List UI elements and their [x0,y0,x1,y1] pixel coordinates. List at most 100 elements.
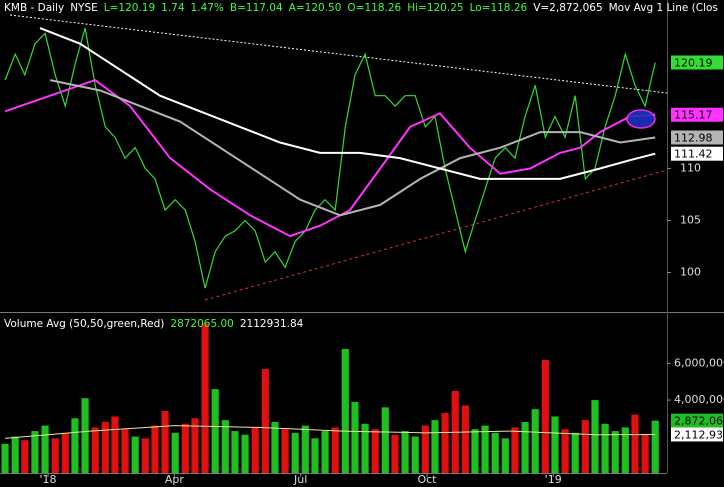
volume-bar [191,418,199,473]
volume-bar [581,420,589,473]
volume-bar [261,369,269,473]
highlight-marker [626,109,656,129]
volume-bar [111,416,119,473]
volume-bar [51,438,59,473]
volume-bar [91,427,99,473]
trend-line-lower [204,169,668,301]
volume-bar [611,431,619,473]
volume-bar [521,421,529,473]
last-average-label: 2,112,932 [674,428,724,441]
header-item: B=117.04 [230,2,283,14]
volume-bar [151,425,159,473]
volume-bar [541,359,549,473]
volume-bar [311,438,319,473]
volume-bar [511,427,519,473]
last-volume-label-box [671,413,723,428]
volume-bar [241,434,249,473]
last-value-label-box [671,146,723,161]
volume-bar [161,411,169,473]
x-tick-label: Jul [293,473,307,486]
volume-bar [551,416,559,473]
volume-bar [101,421,109,473]
volume-bar [41,425,49,473]
volume-bar [461,405,469,473]
volume-bar [491,432,499,473]
volume-bar [411,436,419,473]
volume-bar [181,423,189,473]
volume-bar [201,323,209,473]
header-item: A=120.50 [289,2,342,14]
volume-bar [221,420,229,473]
header-item: 2872065.00 [170,318,233,330]
x-tick-label: '18 [39,473,56,486]
volume-bar [421,425,429,473]
volume-bar [471,429,479,473]
volume-bar [441,412,449,473]
volume-bar [61,432,69,473]
volume-bar [571,432,579,473]
volume-bar [1,443,9,473]
last-volume-label: 2,872,065 [674,415,724,428]
header-item: L=120.19 [104,2,155,14]
header-item: 1.74 [161,2,185,14]
volume-bar [31,431,39,473]
price-header: KMB - Daily NYSE L=120.19 1.74 1.47% B=117.04… [4,2,718,14]
volume-bar [21,440,29,473]
header-item: Lo=118.26 [470,2,528,14]
volume-bar [211,389,219,473]
volume-bar [361,423,369,473]
header-item: O=118.26 [347,2,401,14]
volume-bar [11,436,19,473]
header-item: V=2,872,065 [533,2,602,14]
last-value-label-box [671,130,723,145]
header-item: Hi=120.25 [407,2,463,14]
volume-bar [431,420,439,473]
y-tick-label: 6,000,000 [674,357,724,370]
volume-bar [501,438,509,473]
x-tick-label: Oct [417,473,437,486]
x-tick-label: '19 [545,473,562,486]
volume-bar [81,398,89,473]
price-line [4,27,656,289]
header-item: Mov Avg 1 Line (Clos [609,2,718,14]
last-value-label-box [671,55,723,70]
last-average-label-box [671,427,723,442]
price-panel: 100 105 110 120.19 115.17 112.98 111.42 [4,27,723,289]
volume-bar [281,429,289,473]
price-line [4,78,656,238]
header-item: 2112931.84 [240,318,304,330]
price-line [39,27,656,180]
volume-bar [561,429,569,473]
volume-panel: 4,000,000 6,000,000 '18 Apr Jul Oct '19 2,872,0… [1,323,724,486]
header-item: 1.47% [191,2,224,14]
volume-bar [381,407,389,473]
volume-bar [401,431,409,473]
volume-bar [251,427,259,473]
volume-bar [121,429,129,473]
volume-bar [651,420,659,473]
y-tick-label: 4,000,000 [674,393,724,406]
y-tick-label: 105 [680,213,701,226]
volume-bar [591,400,599,473]
volume-bar [271,421,279,473]
volume-bar [71,418,79,473]
volume-bar [341,349,349,473]
y-tick-label: 100 [680,265,701,278]
volume-bar [231,431,239,473]
last-value-label: 120.19 [674,57,713,70]
last-value-label-box [671,107,723,122]
last-value-label: 111.42 [674,148,713,161]
volume-average-line [5,425,656,439]
y-tick-label: 110 [680,161,701,174]
volume-bar [481,425,489,473]
volume-bar [631,414,639,473]
volume-bar [621,427,629,473]
x-tick-label: Apr [165,473,185,486]
volume-bar [351,401,359,473]
volume-bar [331,427,339,473]
price-line [49,79,656,217]
volume-bar [131,436,139,473]
volume-bar [291,432,299,473]
